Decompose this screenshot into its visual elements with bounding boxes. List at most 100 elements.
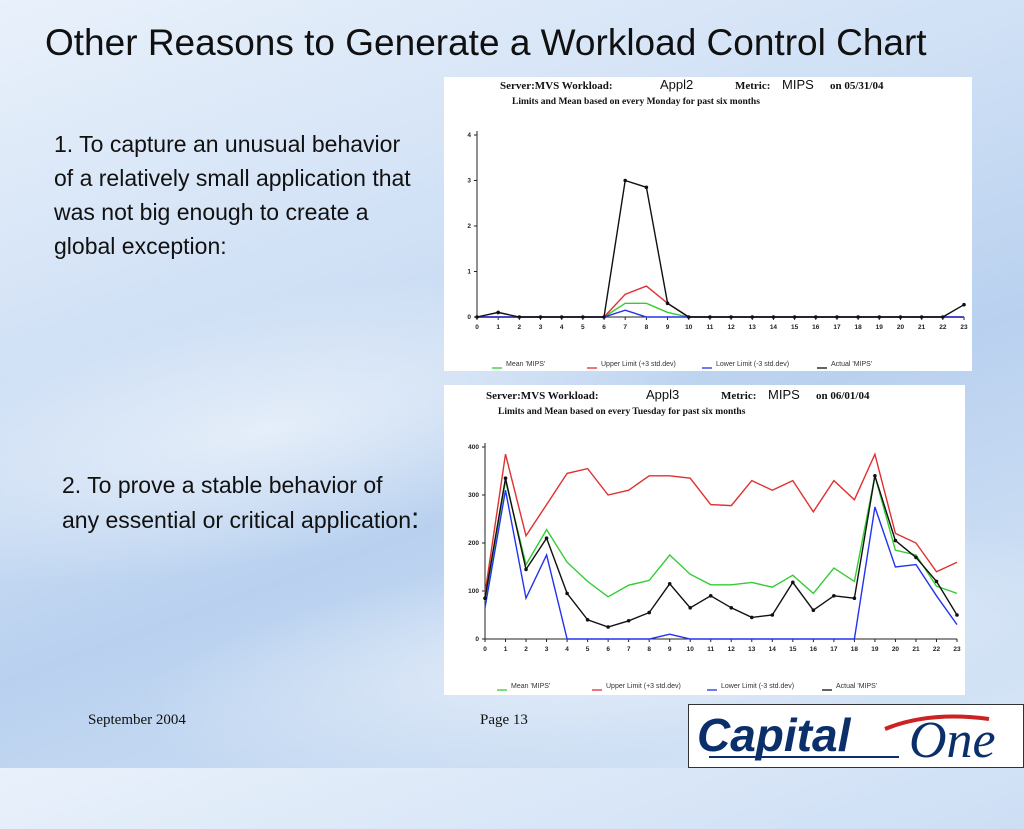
series-line-lower-limit-std-dev [477,309,964,318]
actual-data-point [898,315,903,319]
x-tick-label: 22 [933,646,941,653]
actual-data-point [483,596,487,600]
chart-header-workload: Appl2 [660,77,693,92]
slide-title: Other Reasons to Generate a Workload Con… [45,22,927,63]
x-tick-label: 2 [518,324,522,331]
y-tick-label: 100 [468,588,479,595]
chart-subtitle: Limits and Mean based on every Tuesday f… [498,407,746,417]
actual-data-point [581,315,585,319]
x-tick-label: 17 [833,324,841,331]
chart-header-workload: Appl3 [646,387,679,402]
chart-header-metric: MIPS [782,77,814,92]
x-tick-label: 7 [623,324,627,331]
x-tick-label: 14 [770,324,778,331]
y-tick-label: 0 [475,636,479,643]
x-tick-label: 17 [830,646,838,653]
x-tick-label: 9 [668,646,672,653]
x-tick-label: 22 [939,324,947,331]
actual-data-point [955,613,959,617]
reason-2-colon: : [411,502,420,535]
y-tick-label: 0 [467,314,471,321]
legend-label: Actual 'MIPS' [836,683,877,690]
x-tick-label: 7 [627,646,631,653]
reason-2-text: 2. To prove a stable behavior of any ess… [62,472,412,533]
x-tick-label: 5 [581,324,585,331]
chart-appl2-svg: Server:MVS Workload: Appl2 Metric: MIPS on 0… [467,77,968,369]
chart-header-server: Server:MVS Workload: [500,80,613,92]
actual-data-point [893,538,898,543]
series-line-upper-limit-std-dev [484,452,958,594]
actual-data-point [475,315,479,319]
x-tick-label: 3 [545,646,549,653]
actual-data-point [729,315,733,319]
series-line-lower-limit-std-dev [484,490,958,640]
chart-header-metric: MIPS [768,387,800,402]
x-tick-label: 6 [602,324,606,331]
x-tick-label: 2 [524,646,528,653]
actual-data-point [708,315,712,319]
chart-header-metric-label: Metric: [721,390,756,402]
capital-one-logo-graphic: Capital One [697,709,996,768]
actual-data-point [873,474,877,478]
x-tick-label: 8 [645,324,649,331]
x-tick-label: 18 [855,324,863,331]
control-chart-appl2: Server:MVS Workload: Appl2 Metric: MIPS on 0… [444,77,972,371]
x-tick-label: 16 [812,324,820,331]
x-tick-label: 10 [687,646,695,653]
actual-data-point [941,315,945,319]
x-tick-label: 8 [647,646,651,653]
actual-data-point [517,315,522,319]
chart-header-date: on 06/01/04 [816,390,870,402]
reason-2-block: 2. To prove a stable behavior of any ess… [62,468,422,537]
x-tick-label: 9 [666,324,670,331]
actual-data-point [877,315,882,319]
x-tick-label: 4 [565,646,569,653]
reason-1-text: 1. To capture an unusual behavior of a r… [54,131,411,259]
x-tick-label: 23 [953,646,961,653]
legend-label: Lower Limit (-3 std.dev) [721,683,794,690]
legend-label: Actual 'MIPS' [831,361,872,368]
actual-data-point [832,594,836,598]
actual-data-point [606,625,610,629]
chart-header-date: on 05/31/04 [830,80,884,92]
x-tick-label: 5 [586,646,590,653]
actual-data-point [835,315,839,319]
y-tick-label: 3 [467,178,471,185]
actual-data-point [914,555,918,560]
footer-page-number: Page 13 [480,712,528,728]
x-tick-label: 21 [912,646,920,653]
x-tick-label: 20 [897,324,905,331]
actual-data-point [667,582,672,586]
logo-swoosh [884,714,990,731]
x-tick-label: 16 [810,646,818,653]
x-tick-label: 18 [851,646,859,653]
y-tick-label: 1 [467,269,471,276]
logo-word-one: One [909,712,996,768]
actual-data-point [813,315,818,319]
actual-data-point [496,310,500,315]
x-tick-label: 6 [606,646,610,653]
x-tick-label: 13 [748,646,756,653]
series-line-actual-mips [476,179,965,318]
y-tick-label: 300 [468,492,479,499]
actual-data-point [686,315,691,319]
legend-label: Lower Limit (-3 std.dev) [716,361,789,368]
actual-data-point [623,178,628,183]
x-tick-label: 0 [483,646,487,653]
legend-label: Upper Limit (+3 std.dev) [601,361,676,368]
chart-header-metric-label: Metric: [735,80,770,92]
x-tick-label: 11 [707,646,714,653]
actual-data-point [565,591,569,596]
x-tick-label: 14 [769,646,777,653]
x-tick-label: 0 [475,324,479,331]
actual-data-point [811,608,816,612]
x-tick-label: 23 [960,324,968,331]
x-tick-label: 1 [496,324,500,331]
actual-data-point [749,615,754,620]
x-tick-label: 15 [791,324,799,331]
actual-data-point [962,302,966,307]
x-tick-label: 19 [871,646,879,653]
x-tick-label: 13 [749,324,757,331]
x-tick-label: 12 [728,646,736,653]
series-line-mean-mips [477,302,964,318]
